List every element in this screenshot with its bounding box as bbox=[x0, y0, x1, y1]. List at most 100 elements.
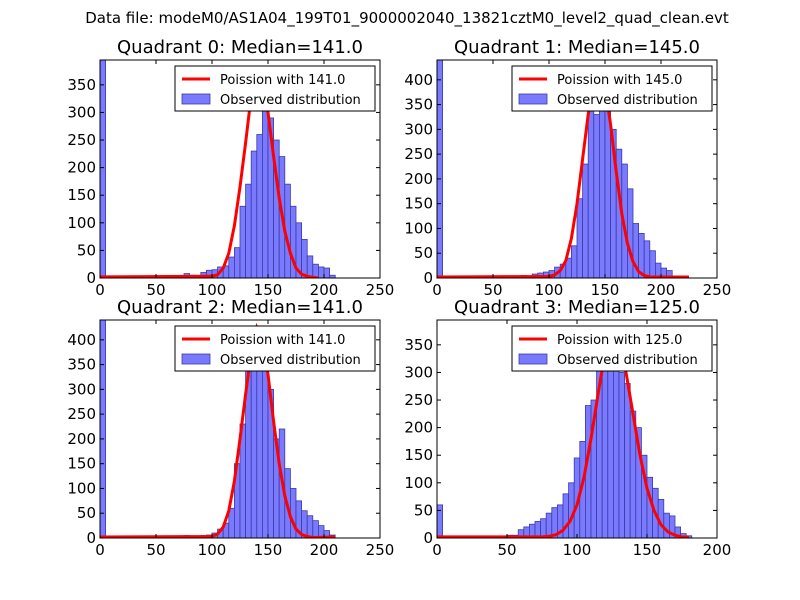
y-tick-label: 200 bbox=[404, 170, 433, 188]
chart-title: Quadrant 1: Median=145.0 bbox=[454, 37, 700, 58]
y-tick-label: 300 bbox=[67, 103, 96, 121]
y-tick-label: 100 bbox=[404, 219, 433, 237]
histogram-bar bbox=[545, 512, 553, 538]
histogram-bar bbox=[618, 372, 625, 538]
histogram-bar bbox=[329, 274, 336, 278]
histogram-bar bbox=[593, 114, 600, 278]
legend-bar-swatch bbox=[518, 93, 548, 105]
chart-title: Quadrant 3: Median=125.0 bbox=[454, 297, 700, 318]
histogram-bar bbox=[306, 255, 314, 278]
x-tick-label: 250 bbox=[366, 541, 395, 559]
legend-label-observed: Observed distribution bbox=[557, 353, 698, 368]
y-tick-label: 100 bbox=[67, 214, 96, 232]
subplot-1: Quadrant 1: Median=145.0 0 50 100 150 200 250 0… bbox=[404, 37, 731, 299]
legend-label-observed: Observed distribution bbox=[557, 93, 698, 108]
legend-label-observed: Observed distribution bbox=[220, 93, 361, 108]
y-tick-label: 100 bbox=[67, 479, 96, 497]
legend: Poission with 125.0 Observed distribution bbox=[511, 325, 713, 372]
y-tick-label: 0 bbox=[423, 269, 433, 287]
x-tick-label: 150 bbox=[254, 541, 283, 559]
histogram-bar bbox=[649, 250, 656, 278]
x-tick-label: 150 bbox=[254, 281, 283, 299]
legend: Poission with 145.0 Observed distribution bbox=[511, 65, 713, 112]
histogram-bar bbox=[256, 134, 263, 278]
legend-bar-swatch bbox=[518, 353, 548, 365]
histogram-bar bbox=[312, 520, 319, 538]
histogram-bar bbox=[250, 341, 258, 538]
histogram-bar bbox=[312, 263, 319, 278]
x-tick-label: 50 bbox=[146, 541, 165, 559]
x-tick-label: 100 bbox=[535, 281, 564, 299]
histogram-bar bbox=[437, 60, 443, 278]
histogram-bar bbox=[437, 504, 443, 538]
legend: Poission with 141.0 Observed distribution bbox=[174, 65, 376, 112]
axes-frame bbox=[99, 319, 381, 539]
y-tick-label: 200 bbox=[404, 419, 433, 437]
y-tick-label: 350 bbox=[67, 356, 96, 374]
x-tick-label: 100 bbox=[563, 541, 592, 559]
histogram-bar bbox=[233, 247, 241, 278]
histogram-bar bbox=[663, 512, 670, 538]
legend-label-poisson: Poission with 141.0 bbox=[220, 73, 345, 88]
y-tick-label: 150 bbox=[67, 455, 96, 473]
y-tick-label: 300 bbox=[404, 363, 433, 381]
y-tick-label: 350 bbox=[404, 96, 433, 114]
y-tick-label: 350 bbox=[404, 336, 433, 354]
y-tick-label: 200 bbox=[67, 430, 96, 448]
y-tick-label: 250 bbox=[404, 391, 433, 409]
histogram-bar bbox=[601, 360, 609, 538]
y-tick-label: 300 bbox=[404, 120, 433, 138]
legend-label-poisson: Poission with 125.0 bbox=[557, 333, 682, 348]
x-tick-label: 250 bbox=[366, 281, 395, 299]
x-tick-label: 200 bbox=[310, 541, 339, 559]
axes-frame bbox=[436, 59, 718, 279]
histogram-bars bbox=[100, 320, 336, 538]
y-tick-label: 50 bbox=[77, 504, 96, 522]
figure-suptitle: Data file: modeM0/AS1A04_199T01_90000020… bbox=[85, 9, 729, 28]
histogram-bar bbox=[323, 267, 330, 278]
chart-title: Quadrant 0: Median=141.0 bbox=[117, 37, 363, 58]
y-tick-label: 250 bbox=[404, 145, 433, 163]
histogram-bar bbox=[289, 488, 297, 538]
x-tick-label: 50 bbox=[497, 541, 516, 559]
subplot-3: Quadrant 3: Median=125.0 0 50 100 150 200 0 50 1… bbox=[404, 297, 731, 559]
histogram-bar bbox=[261, 100, 269, 278]
histogram-bar bbox=[228, 256, 235, 278]
y-tick-label: 0 bbox=[423, 529, 433, 547]
histogram-bar bbox=[613, 349, 620, 538]
histogram-bar bbox=[317, 266, 325, 278]
y-tick-label: 50 bbox=[414, 244, 433, 262]
histogram-bar bbox=[624, 383, 631, 538]
histogram-bar bbox=[627, 188, 634, 278]
x-tick-label: 150 bbox=[633, 541, 662, 559]
x-tick-label: 0 bbox=[432, 541, 442, 559]
x-tick-label: 0 bbox=[432, 281, 442, 299]
histogram-bar bbox=[571, 245, 578, 278]
legend-label-observed: Observed distribution bbox=[220, 353, 361, 368]
histogram-bar bbox=[100, 320, 106, 538]
x-tick-label: 50 bbox=[146, 281, 165, 299]
histogram-bar bbox=[301, 238, 308, 278]
histogram-bar bbox=[643, 240, 651, 278]
y-tick-label: 150 bbox=[404, 195, 433, 213]
y-tick-label: 350 bbox=[67, 76, 96, 94]
x-tick-label: 200 bbox=[310, 281, 339, 299]
histogram-bar bbox=[245, 183, 252, 278]
y-tick-label: 50 bbox=[414, 501, 433, 519]
histogram-bar bbox=[582, 163, 589, 278]
y-tick-label: 100 bbox=[404, 474, 433, 492]
chart-title: Quadrant 2: Median=141.0 bbox=[117, 297, 363, 318]
histogram-bar bbox=[239, 205, 246, 278]
histogram-bar bbox=[306, 515, 314, 538]
histogram-bar bbox=[587, 104, 595, 278]
histogram-bar bbox=[100, 60, 106, 278]
x-tick-label: 100 bbox=[198, 281, 227, 299]
y-tick-label: 400 bbox=[404, 71, 433, 89]
legend: Poission with 141.0 Observed distribution bbox=[174, 325, 376, 372]
y-tick-label: 0 bbox=[86, 269, 96, 287]
histogram-bar bbox=[576, 198, 583, 278]
subplot-0: Quadrant 0: Median=141.0 0 50 100 150 200 250 0… bbox=[67, 37, 394, 299]
histogram-bar bbox=[540, 518, 547, 538]
y-tick-label: 400 bbox=[67, 331, 96, 349]
